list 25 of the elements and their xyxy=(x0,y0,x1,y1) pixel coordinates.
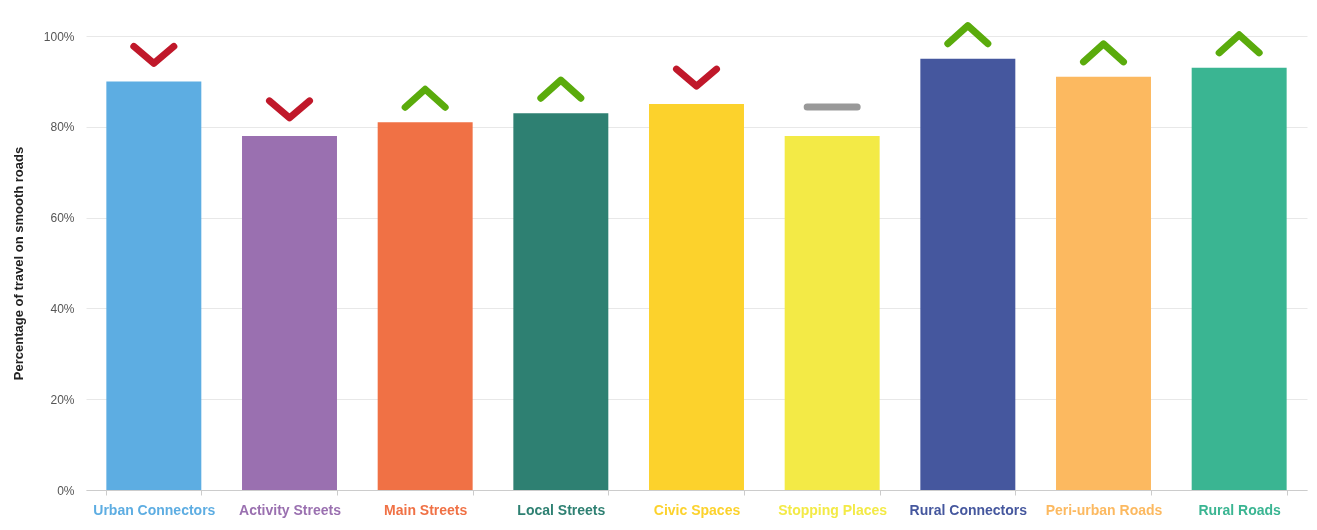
bar xyxy=(1056,76,1151,490)
y-tick-label: 20% xyxy=(50,392,75,407)
bar xyxy=(242,135,337,490)
bar xyxy=(784,135,880,490)
y-tick-label: 100% xyxy=(43,29,75,44)
y-tick-label: 80% xyxy=(50,120,75,135)
y-tick-label: 0% xyxy=(57,483,75,498)
y-tick-label: 40% xyxy=(50,301,75,316)
x-tick-label: Main Streets xyxy=(384,501,468,518)
y-tick-label: 60% xyxy=(50,211,75,226)
x-tick-label: Urban Connectors xyxy=(93,501,216,518)
x-tick-label: Local Streets xyxy=(517,501,606,518)
bar xyxy=(377,122,473,490)
bar xyxy=(920,58,1016,490)
x-tick-label: Peri-urban Roads xyxy=(1045,501,1163,518)
bar xyxy=(649,104,744,490)
bar xyxy=(1191,67,1287,490)
x-tick-label: Civic Spaces xyxy=(653,501,741,518)
x-tick-label: Activity Streets xyxy=(239,501,342,518)
x-tick-label: Rural Roads xyxy=(1198,501,1282,518)
x-tick-label: Stopping Places xyxy=(778,501,888,518)
bar xyxy=(106,81,202,490)
x-tick-label: Rural Connectors xyxy=(909,501,1028,518)
bar xyxy=(513,113,609,490)
y-axis-title: Percentage of travel on smooth roads xyxy=(10,146,26,381)
